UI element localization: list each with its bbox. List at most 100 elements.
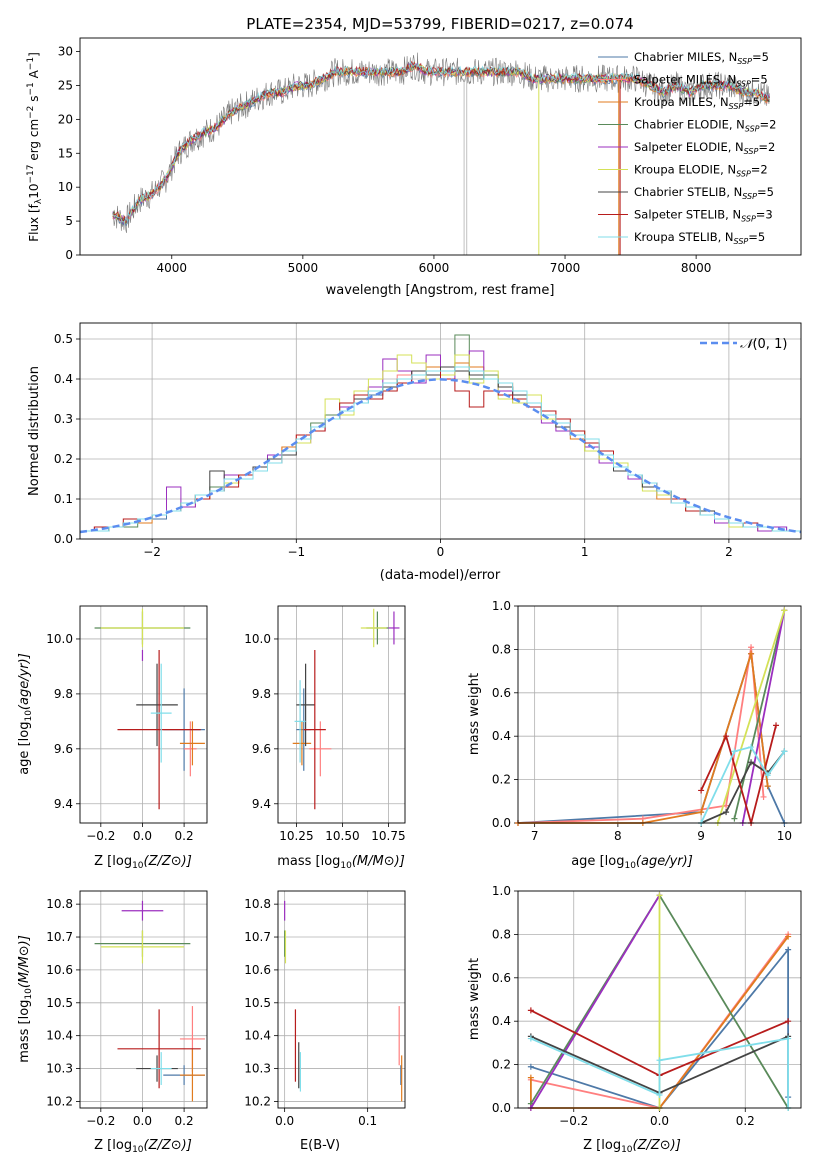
axes-frame: [277, 890, 406, 1109]
mass-weight-marker: [785, 933, 792, 940]
x-tick-label: 0.0: [133, 1114, 152, 1128]
y-tick-label: 0: [65, 248, 73, 262]
mass-weight-marker: [785, 946, 792, 953]
normal-legend-label: 𝒩(0, 1): [740, 337, 787, 352]
axes-frame: [517, 890, 802, 1109]
spectrum-model-line: [112, 60, 770, 223]
spectrum-legend: Chabrier MILES, NSSP=5 Salpeter MILES, NS…: [598, 50, 776, 246]
normal-curve: [79, 378, 802, 534]
mass-weight-line: [716, 610, 786, 824]
y-tick-label: 0.1: [54, 492, 73, 506]
x-tick-label: 0.2: [175, 829, 194, 843]
y-tick-label: 0.5: [54, 332, 73, 346]
y-tick-label: 10.2: [46, 1094, 73, 1108]
mass-weight-line: [741, 610, 786, 824]
x-tick-label: 10.25: [279, 829, 313, 843]
mass-weight-marker: [527, 1074, 534, 1081]
figure-title: PLATE=2354, MJD=53799, FIBERID=0217, z=0…: [246, 15, 633, 33]
x-tick-label: 8000: [681, 261, 712, 275]
legend-label: Kroupa MILES, NSSP=5: [634, 95, 760, 111]
mass-weight-marker: [785, 1018, 792, 1025]
legend-label: Salpeter MILES, NSSP=5: [634, 73, 768, 89]
massweight-vs-Z-panel: −0.2 0.0 0.2 0.0 0.2 0.4 0.6 0.8 1.0: [492, 884, 802, 1128]
mass-weight-marker: [698, 809, 705, 816]
y-tick-label: 1.0: [492, 884, 511, 898]
x-tick-label: 0.0: [133, 829, 152, 843]
legend-label: Kroupa STELIB, NSSP=5: [634, 230, 765, 246]
y-tick-label: 9.6: [252, 742, 271, 756]
y-tick-label: 0.0: [492, 1101, 511, 1115]
x-tick-label: −0.2: [559, 1114, 588, 1128]
legend-label: Salpeter STELIB, NSSP=3: [634, 208, 773, 224]
y-tick-label: 30: [58, 45, 73, 59]
y-tick-label: 0.0: [492, 816, 511, 830]
residuals-panel: −2 −1 0 1 2 0.0 0.1 0.2 0.3 0.4 0.5: [54, 322, 802, 559]
massweight-vs-age-xlabel: age [log10(age/yr)]: [571, 854, 693, 871]
y-tick-label: 10.0: [244, 632, 271, 646]
mass-weight-marker: [764, 783, 771, 790]
y-tick-label: 9.8: [54, 687, 73, 701]
x-tick-label: 7: [531, 829, 539, 843]
mass-ylabel: mass [log10(M/M⊙)]: [17, 935, 34, 1063]
y-tick-label: 10.5: [46, 996, 73, 1010]
mass-weight-marker: [781, 607, 788, 614]
mass-weight-marker: [773, 722, 780, 729]
massweight-vs-Z-ylabel: mass weight: [467, 958, 482, 1040]
y-tick-label: 9.6: [54, 742, 73, 756]
mass-weight-marker: [748, 744, 755, 751]
y-tick-label: 10.3: [244, 1062, 271, 1076]
y-tick-label: 0.6: [492, 971, 511, 985]
mass-weight-marker: [723, 809, 730, 816]
mass-weight-marker: [731, 815, 738, 822]
mass-weight-line: [700, 725, 777, 827]
y-tick-label: 10.6: [244, 963, 271, 977]
y-tick-label: 0.0: [54, 532, 73, 546]
y-tick-label: 10.8: [46, 897, 73, 911]
mass-weight-marker: [731, 748, 738, 755]
y-tick-label: 9.4: [252, 797, 271, 811]
y-tick-label: 9.8: [252, 687, 271, 701]
mass-weight-line: [518, 653, 769, 824]
age-vs-mass-xlabel: mass [log10(M/M⊙)]: [277, 854, 405, 871]
mass-weight-marker: [527, 1035, 534, 1042]
y-tick-label: 0.4: [54, 372, 73, 386]
legend-label: Chabrier MILES, NSSP=5: [634, 50, 769, 66]
x-tick-label: 1: [581, 545, 589, 559]
mass-weight-line: [733, 610, 786, 819]
x-tick-label: −1: [287, 545, 305, 559]
spectrum-xlabel: wavelength [Angstrom, rest frame]: [326, 283, 555, 298]
spectrum-ylabel: Flux [fλ10−17 erg cm−2 s−1 A−1]: [26, 52, 44, 242]
mass-weight-marker: [748, 759, 755, 766]
spectrum-model-line: [112, 61, 770, 223]
y-tick-label: 10.7: [244, 930, 271, 944]
y-tick-label: 0.8: [492, 927, 511, 941]
mass-weight-marker: [656, 1057, 663, 1064]
spectrum-panel: 4000 5000 6000 7000 8000 0 5 10 15 20 25 30: [58, 37, 802, 275]
mass-vs-Z-xlabel: Z [log10(Z/Z⊙)]: [94, 1138, 192, 1155]
x-tick-label: 10: [777, 829, 792, 843]
age-vs-Z-xlabel: Z [log10(Z/Z⊙)]: [94, 854, 192, 871]
x-tick-label: −0.2: [86, 829, 115, 843]
x-tick-label: 7000: [550, 261, 581, 275]
y-tick-label: 20: [58, 112, 73, 126]
y-tick-label: 0.4: [492, 1014, 511, 1028]
spectrum-data-line: [112, 52, 770, 233]
y-tick-label: 5: [65, 214, 73, 228]
residuals-ylabel: Normed distribution: [27, 366, 42, 496]
y-tick-label: 0.4: [492, 729, 511, 743]
mass-weight-marker: [723, 733, 730, 740]
mass-weight-marker: [748, 650, 755, 657]
legend-label: Kroupa ELODIE, NSSP=2: [634, 163, 768, 179]
x-tick-label: 5000: [288, 261, 319, 275]
x-tick-label: 4000: [156, 261, 187, 275]
mass-vs-EBV-panel: 0.0 0.1 10.2 10.3 10.4 10.5 10.6 10.7 10.8: [244, 890, 406, 1128]
mass-vs-Z-panel: −0.2 0.0 0.2 10.2 10.3 10.4 10.5 10.6 10.7 10.8: [46, 890, 208, 1128]
mass-weight-marker: [527, 1063, 534, 1070]
x-tick-label: 10.75: [371, 829, 405, 843]
axes-frame: [79, 37, 802, 256]
x-tick-label: −0.2: [86, 1114, 115, 1128]
massweight-vs-Z-xlabel: Z [log10(Z/Z⊙)]: [583, 1138, 681, 1155]
y-tick-label: 10.6: [46, 963, 73, 977]
mass-weight-line: [530, 894, 661, 1109]
